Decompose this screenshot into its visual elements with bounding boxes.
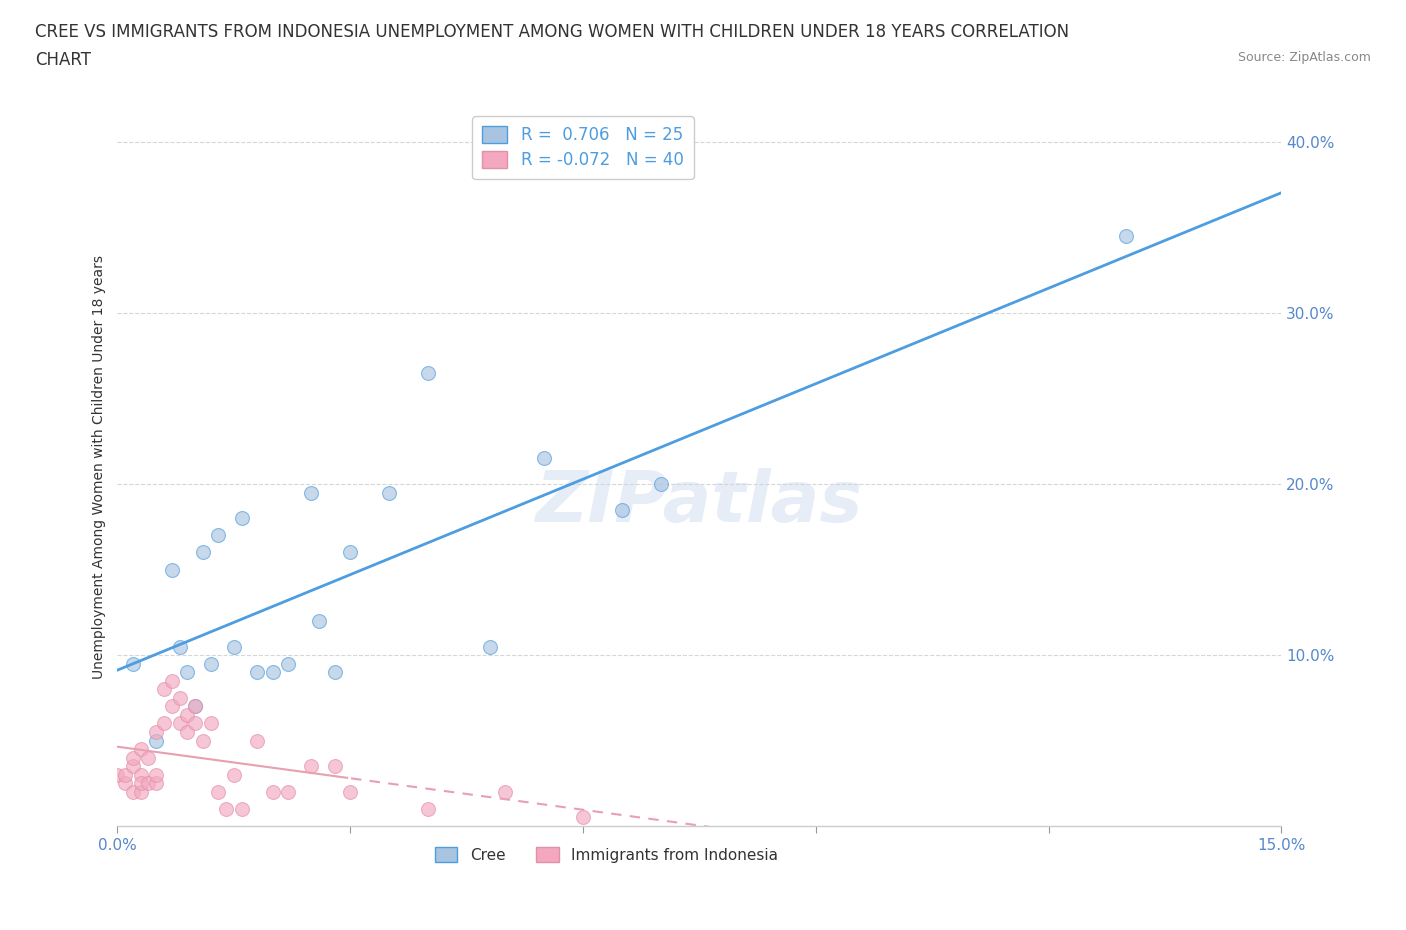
Point: [478, 639, 501, 654]
Point: [114, 776, 136, 790]
Point: [378, 485, 401, 500]
Point: [107, 767, 129, 782]
Point: [145, 767, 167, 782]
Point: [138, 776, 160, 790]
Point: [200, 716, 222, 731]
Point: [572, 810, 595, 825]
Point: [129, 784, 152, 799]
Point: [215, 802, 238, 817]
Point: [114, 767, 136, 782]
Text: CHART: CHART: [35, 51, 91, 69]
Point: [262, 784, 284, 799]
Point: [246, 733, 269, 748]
Point: [176, 708, 198, 723]
Point: [610, 502, 633, 517]
Point: [191, 733, 214, 748]
Point: [160, 673, 183, 688]
Point: [533, 451, 555, 466]
Point: [200, 657, 222, 671]
Point: [129, 741, 152, 756]
Y-axis label: Unemployment Among Women with Children Under 18 years: Unemployment Among Women with Children U…: [93, 255, 107, 679]
Point: [262, 665, 284, 680]
Point: [191, 545, 214, 560]
Point: [301, 485, 323, 500]
Point: [169, 716, 191, 731]
Point: [122, 657, 145, 671]
Text: Source: ZipAtlas.com: Source: ZipAtlas.com: [1237, 51, 1371, 64]
Point: [308, 614, 330, 629]
Point: [277, 784, 299, 799]
Point: [184, 716, 207, 731]
Point: [339, 545, 361, 560]
Point: [160, 699, 183, 714]
Point: [122, 784, 145, 799]
Point: [207, 528, 229, 543]
Point: [222, 767, 245, 782]
Point: [138, 751, 160, 765]
Point: [416, 365, 439, 380]
Point: [122, 751, 145, 765]
Point: [169, 639, 191, 654]
Point: [184, 699, 207, 714]
Point: [176, 724, 198, 739]
Point: [176, 665, 198, 680]
Point: [145, 724, 167, 739]
Point: [494, 784, 516, 799]
Legend: Cree, Immigrants from Indonesia: Cree, Immigrants from Indonesia: [429, 841, 785, 869]
Point: [169, 690, 191, 705]
Point: [222, 639, 245, 654]
Text: ZIPatlas: ZIPatlas: [536, 469, 863, 538]
Point: [277, 657, 299, 671]
Point: [1115, 229, 1137, 244]
Point: [122, 759, 145, 774]
Point: [129, 776, 152, 790]
Point: [323, 665, 346, 680]
Point: [301, 759, 323, 774]
Point: [129, 767, 152, 782]
Point: [153, 716, 176, 731]
Point: [145, 776, 167, 790]
Point: [323, 759, 346, 774]
Text: CREE VS IMMIGRANTS FROM INDONESIA UNEMPLOYMENT AMONG WOMEN WITH CHILDREN UNDER 1: CREE VS IMMIGRANTS FROM INDONESIA UNEMPL…: [35, 23, 1070, 41]
Point: [153, 682, 176, 697]
Point: [650, 477, 672, 492]
Point: [145, 733, 167, 748]
Point: [160, 562, 183, 577]
Point: [339, 784, 361, 799]
Point: [416, 802, 439, 817]
Point: [231, 511, 253, 525]
Point: [231, 802, 253, 817]
Point: [184, 699, 207, 714]
Point: [246, 665, 269, 680]
Point: [207, 784, 229, 799]
